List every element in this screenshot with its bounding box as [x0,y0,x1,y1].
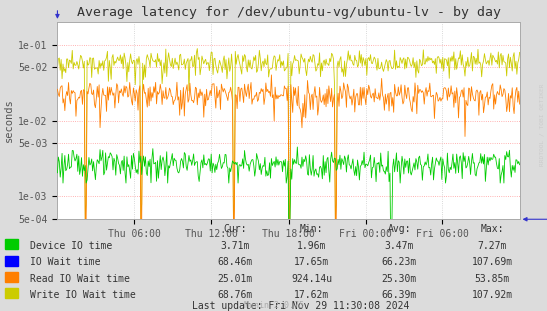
Text: Avg:: Avg: [388,224,411,234]
Text: 3.71m: 3.71m [220,241,250,251]
Text: 107.69m: 107.69m [472,258,513,267]
Text: Device IO time: Device IO time [30,241,112,251]
Text: 1.96m: 1.96m [297,241,327,251]
Text: 66.23m: 66.23m [382,258,417,267]
Text: Read IO Wait time: Read IO Wait time [30,274,130,284]
Text: 68.76m: 68.76m [218,290,253,300]
Text: 25.01m: 25.01m [218,274,253,284]
Text: Munin 2.0.75: Munin 2.0.75 [243,301,304,310]
Text: 107.92m: 107.92m [472,290,513,300]
Text: 25.30m: 25.30m [382,274,417,284]
Text: 68.46m: 68.46m [218,258,253,267]
Text: 17.62m: 17.62m [294,290,329,300]
Text: IO Wait time: IO Wait time [30,258,101,267]
Text: Max:: Max: [481,224,504,234]
Text: 53.85m: 53.85m [475,274,510,284]
Text: RRDTOOL / TOBI OETIKER: RRDTOOL / TOBI OETIKER [539,83,544,166]
Text: 7.27m: 7.27m [478,241,507,251]
Text: 17.65m: 17.65m [294,258,329,267]
Text: 66.39m: 66.39m [382,290,417,300]
Y-axis label: seconds: seconds [4,99,14,142]
Text: 3.47m: 3.47m [385,241,414,251]
Text: Last update: Fri Nov 29 11:30:08 2024: Last update: Fri Nov 29 11:30:08 2024 [192,301,410,311]
Text: 924.14u: 924.14u [291,274,333,284]
Text: Cur:: Cur: [224,224,247,234]
Text: Write IO Wait time: Write IO Wait time [30,290,136,300]
Text: Min:: Min: [300,224,323,234]
Title: Average latency for /dev/ubuntu-vg/ubuntu-lv - by day: Average latency for /dev/ubuntu-vg/ubunt… [77,6,501,19]
